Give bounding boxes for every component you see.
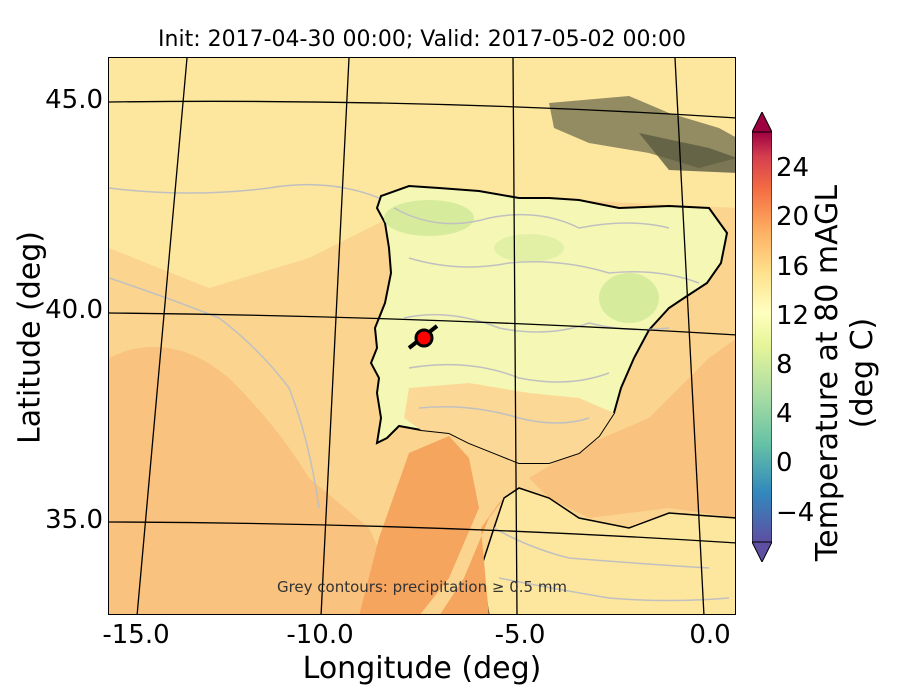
colorbar-label: Temperature at 80 mAGL (deg C) bbox=[810, 184, 880, 562]
cool-patch-east bbox=[599, 273, 659, 323]
precip-note: Grey contours: precipitation ≥ 0.5 mm bbox=[276, 578, 568, 596]
cbar-tick-16: 16 bbox=[776, 252, 810, 282]
ytick-40: 40.0 bbox=[45, 295, 103, 325]
cbar-tick-4: 4 bbox=[776, 399, 793, 429]
precip-band-pyrenees bbox=[639, 133, 735, 173]
mediterranean-sea bbox=[529, 339, 735, 518]
map-title: Init: 2017-04-30 00:00; Valid: 2017-05-0… bbox=[158, 27, 686, 52]
africa-coast-warm bbox=[440, 498, 504, 614]
iberia-south-warm bbox=[404, 383, 614, 463]
cbar-tick-12: 12 bbox=[776, 301, 810, 331]
cool-patch-north bbox=[384, 200, 474, 236]
graticule bbox=[109, 58, 735, 614]
ytick-35: 35.0 bbox=[45, 505, 103, 535]
cool-patch-central bbox=[494, 234, 564, 262]
cbar-tick-24: 24 bbox=[776, 153, 810, 183]
station-marker bbox=[414, 328, 434, 348]
xtick-neg15: -15.0 bbox=[102, 620, 170, 650]
cbar-tick-0: 0 bbox=[776, 448, 793, 478]
xtick-0: 0.0 bbox=[689, 620, 731, 650]
cbar-tick-neg4: −4 bbox=[776, 498, 815, 528]
precip-contours bbox=[109, 183, 730, 602]
temperature-map bbox=[109, 58, 735, 614]
map-plot-area[interactable] bbox=[108, 57, 736, 615]
cbar-tick-8: 8 bbox=[776, 350, 793, 380]
y-axis-label: Latitude (deg) bbox=[12, 231, 48, 444]
xtick-neg10: -10.0 bbox=[286, 620, 354, 650]
ocean-hot-plume bbox=[359, 436, 479, 614]
colorbar bbox=[752, 112, 772, 562]
ocean-warm-southwest bbox=[109, 346, 409, 614]
x-axis-label: Longitude (deg) bbox=[302, 651, 542, 686]
xtick-neg5: -5.0 bbox=[494, 620, 546, 650]
ytick-45: 45.0 bbox=[45, 85, 103, 115]
cbar-tick-20: 20 bbox=[776, 202, 810, 232]
